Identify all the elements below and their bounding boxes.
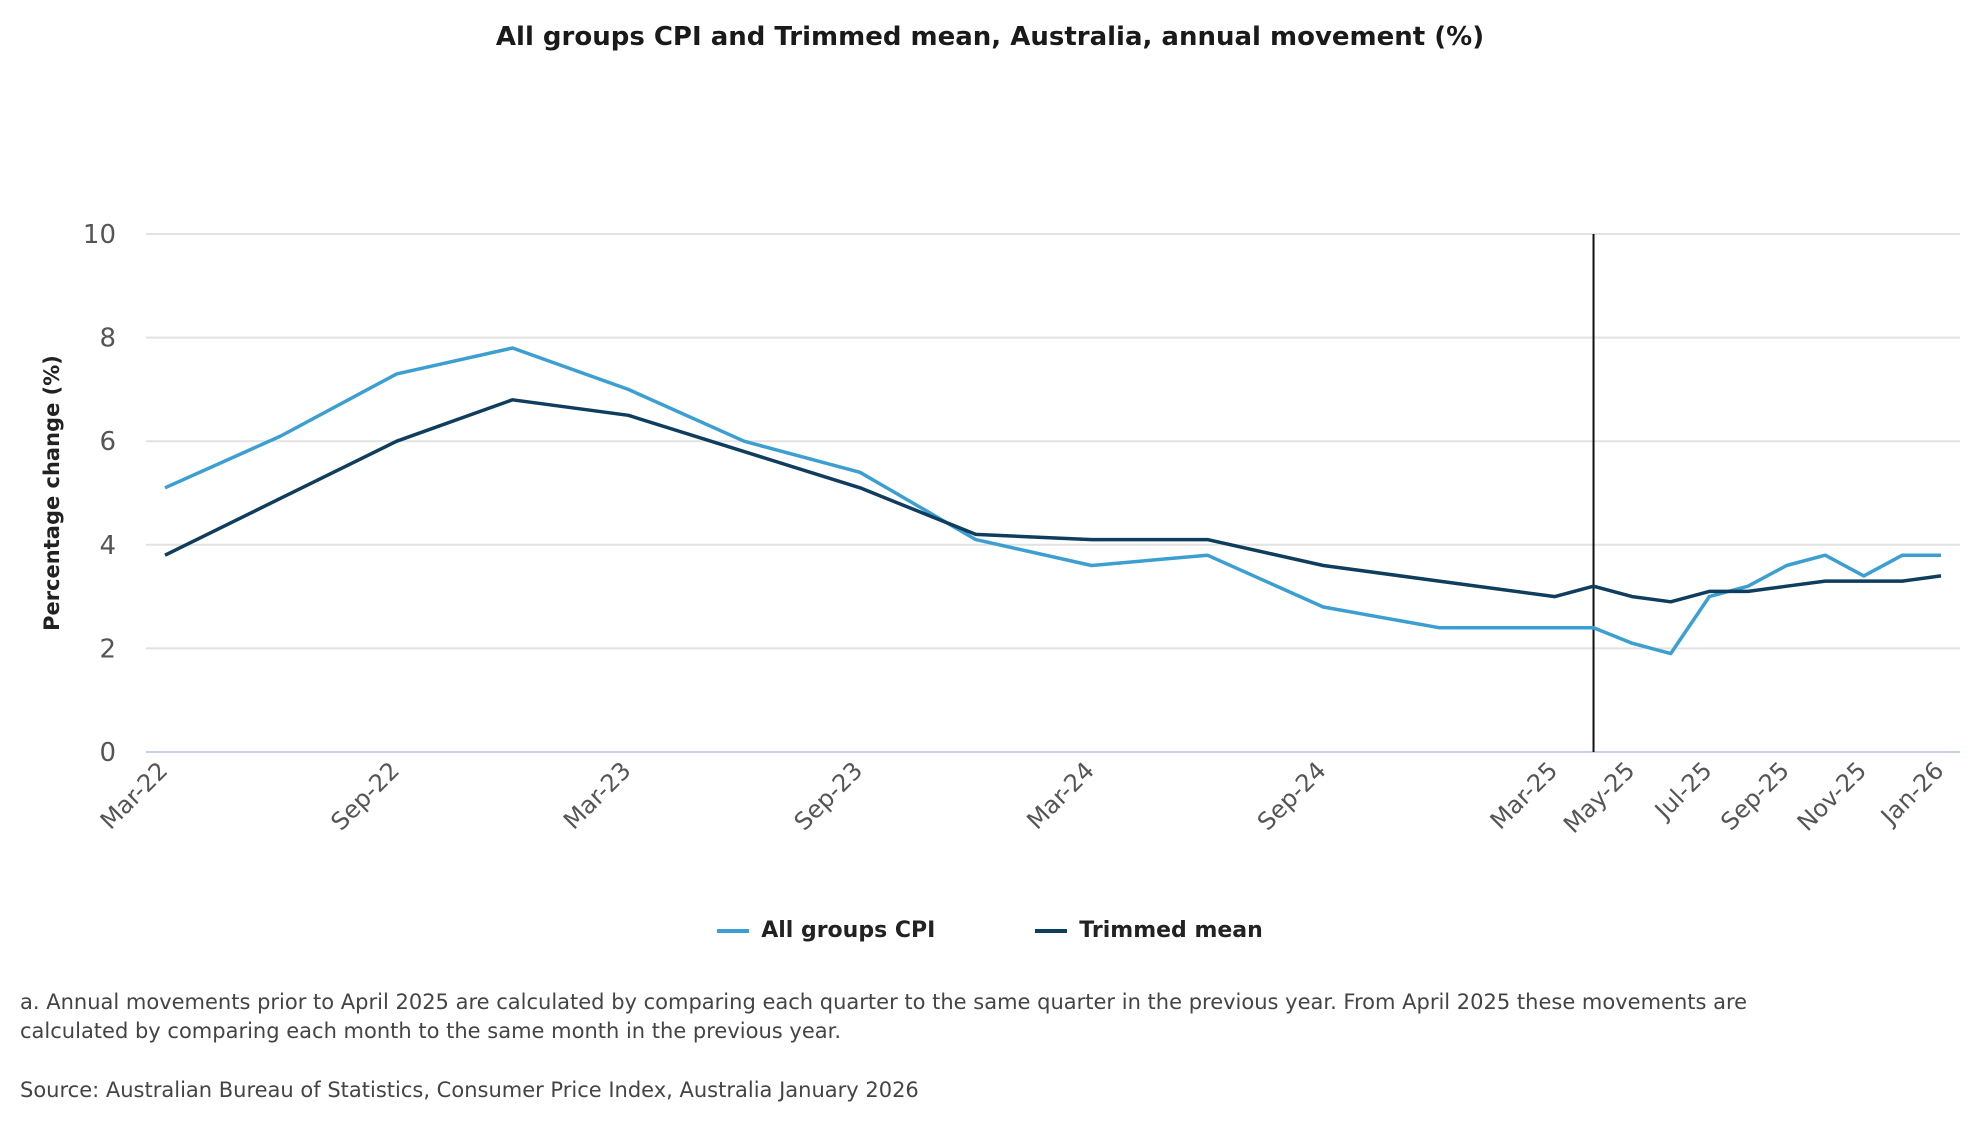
y-tick-label: 4 [99, 531, 116, 561]
x-tick-label: Jan-26 [1874, 756, 1949, 831]
legend-label-trimmed-mean: Trimmed mean [1079, 918, 1263, 943]
y-tick-label: 8 [99, 324, 116, 354]
x-tick-label: May-25 [1558, 756, 1640, 838]
series-line-trimmed-mean [164, 398, 1942, 604]
x-tick-label: Sep-24 [1252, 756, 1332, 836]
x-tick-label: Sep-23 [789, 756, 869, 836]
x-tick-label: Sep-25 [1715, 756, 1795, 836]
legend: All groups CPI Trimmed mean [0, 918, 1980, 943]
x-tick-labels: Mar-22 Sep-22 Mar-23 Sep-23 Mar-24 Sep-24 Mar-… [95, 756, 1949, 838]
series-lines [164, 234, 1942, 752]
x-tick-label: Mar-25 [1485, 756, 1563, 834]
x-tick-label: Jul-25 [1648, 756, 1717, 825]
legend-swatch-trimmed-mean [1035, 928, 1068, 933]
series-line-cpi [164, 346, 1941, 656]
footnote: a. Annual movements prior to April 2025 … [20, 988, 1747, 1046]
y-tick-label: 6 [99, 427, 116, 457]
y-axis-label: Percentage change (%) [40, 355, 64, 631]
legend-item-cpi: All groups CPI [717, 918, 935, 943]
x-tick-label: Mar-24 [1021, 756, 1099, 834]
footnote-line-2: calculated by comparing each month to th… [20, 1019, 841, 1043]
y-tick-label: 10 [83, 220, 116, 250]
source-note: Source: Australian Bureau of Statistics,… [20, 1078, 919, 1102]
x-tick-label: Mar-23 [558, 756, 636, 834]
legend-swatch-cpi [717, 928, 750, 933]
x-tick-label: Nov-25 [1792, 756, 1872, 836]
legend-item-trimmed-mean: Trimmed mean [1035, 918, 1263, 943]
y-tick-label: 2 [99, 634, 116, 664]
y-tick-label: 0 [99, 738, 116, 768]
chart-title: All groups CPI and Trimmed mean, Austral… [495, 22, 1485, 52]
line-chart: 0 2 4 6 8 10 Mar-22 Sep-22 Mar-23 Sep-23 Mar-24 Se… [40, 220, 1960, 839]
y-tick-labels: 0 2 4 6 8 10 [83, 220, 116, 768]
x-tick-label: Mar-22 [95, 756, 173, 834]
gridlines [146, 233, 1960, 753]
footnote-line-1: a. Annual movements prior to April 2025 … [20, 990, 1748, 1014]
legend-label-cpi: All groups CPI [761, 918, 936, 943]
x-tick-label: Sep-22 [325, 756, 405, 836]
